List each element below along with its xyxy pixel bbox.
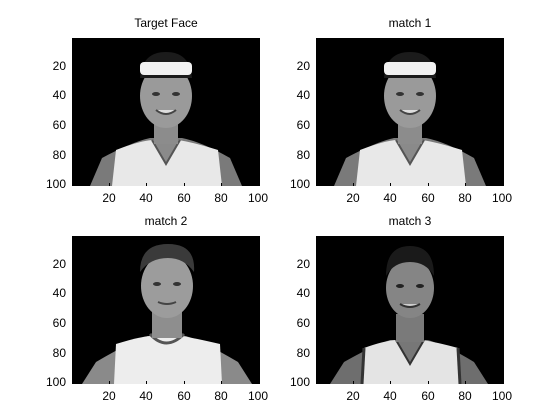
x-tick-mark <box>465 183 466 186</box>
y-tick-mark <box>72 95 75 96</box>
image-axes: 20 40 60 80 100 20 40 60 80 100 <box>290 236 512 402</box>
x-tick-label: 20 <box>346 389 360 403</box>
y-tick-label: 100 <box>45 375 66 389</box>
x-tick-label: 60 <box>177 191 191 205</box>
image-axes: 20 40 60 80 100 20 40 60 80 100 <box>46 236 268 402</box>
panel-match-2: match 2 20 40 <box>0 214 268 404</box>
x-tick-label: 80 <box>214 191 228 205</box>
y-tick-mark <box>316 155 319 156</box>
face-image <box>316 236 504 384</box>
y-tick-mark <box>72 323 75 324</box>
x-tick-mark <box>109 381 110 384</box>
y-tick-label: 80 <box>52 148 66 162</box>
y-tick-label: 100 <box>289 375 310 389</box>
panel-match-3: match 3 <box>244 214 512 404</box>
y-tick-mark <box>72 155 75 156</box>
y-tick-mark <box>316 353 319 354</box>
x-tick-label: 60 <box>421 389 435 403</box>
x-tick-label: 60 <box>421 191 435 205</box>
panel-match-1: match 1 <box>244 16 512 206</box>
x-tick-label: 40 <box>139 191 153 205</box>
y-tick-label: 60 <box>296 316 310 330</box>
x-tick-mark <box>221 381 222 384</box>
y-tick-mark <box>316 293 319 294</box>
x-tick-mark <box>428 183 429 186</box>
y-tick-mark <box>72 125 75 126</box>
y-tick-label: 60 <box>52 316 66 330</box>
panel-title: match 1 <box>388 16 432 30</box>
y-tick-label: 20 <box>296 59 310 73</box>
x-tick-label: 100 <box>491 389 513 403</box>
y-tick-label: 20 <box>52 59 66 73</box>
x-tick-label: 40 <box>139 389 153 403</box>
y-tick-mark <box>316 66 319 67</box>
y-tick-label: 60 <box>52 118 66 132</box>
face-image <box>72 38 260 186</box>
x-tick-mark <box>465 381 466 384</box>
x-tick-label: 20 <box>346 191 360 205</box>
x-tick-mark <box>390 183 391 186</box>
y-tick-label: 60 <box>296 118 310 132</box>
x-tick-mark <box>221 183 222 186</box>
x-tick-label: 20 <box>102 389 116 403</box>
x-tick-mark <box>146 183 147 186</box>
y-tick-mark <box>72 353 75 354</box>
y-tick-mark <box>316 95 319 96</box>
image-axes: 20 40 60 80 100 20 40 60 80 100 <box>46 38 268 204</box>
y-tick-mark <box>72 293 75 294</box>
y-tick-mark <box>316 125 319 126</box>
x-tick-label: 40 <box>383 191 397 205</box>
y-tick-label: 20 <box>296 257 310 271</box>
y-tick-label: 40 <box>296 286 310 300</box>
y-tick-label: 40 <box>52 88 66 102</box>
y-tick-mark <box>316 264 319 265</box>
y-tick-label: 100 <box>45 177 66 191</box>
y-tick-mark <box>72 264 75 265</box>
x-tick-label: 20 <box>102 191 116 205</box>
panel-target-face: Target Face <box>0 16 268 206</box>
x-tick-label: 100 <box>247 191 269 205</box>
x-tick-label: 60 <box>177 389 191 403</box>
face-image <box>72 236 260 384</box>
x-tick-label: 80 <box>458 191 472 205</box>
x-tick-label: 100 <box>247 389 269 403</box>
x-tick-mark <box>353 381 354 384</box>
image-axes: 20 40 60 80 100 20 40 60 80 100 <box>290 38 512 204</box>
y-tick-label: 40 <box>52 286 66 300</box>
panel-title: match 3 <box>388 214 432 228</box>
x-tick-label: 80 <box>458 389 472 403</box>
x-tick-label: 40 <box>383 389 397 403</box>
x-tick-label: 100 <box>491 191 513 205</box>
x-tick-mark <box>184 183 185 186</box>
x-tick-mark <box>390 381 391 384</box>
y-tick-mark <box>316 323 319 324</box>
panel-title: Target Face <box>134 16 198 30</box>
x-tick-mark <box>146 381 147 384</box>
y-tick-label: 40 <box>296 88 310 102</box>
panel-title: match 2 <box>144 214 188 228</box>
x-tick-mark <box>428 381 429 384</box>
y-tick-label: 80 <box>52 346 66 360</box>
y-tick-label: 20 <box>52 257 66 271</box>
y-tick-label: 100 <box>289 177 310 191</box>
y-tick-label: 80 <box>296 148 310 162</box>
y-tick-mark <box>72 66 75 67</box>
face-image <box>316 38 504 186</box>
x-tick-mark <box>184 381 185 384</box>
x-tick-mark <box>353 183 354 186</box>
x-tick-mark <box>109 183 110 186</box>
y-tick-label: 80 <box>296 346 310 360</box>
x-tick-label: 80 <box>214 389 228 403</box>
